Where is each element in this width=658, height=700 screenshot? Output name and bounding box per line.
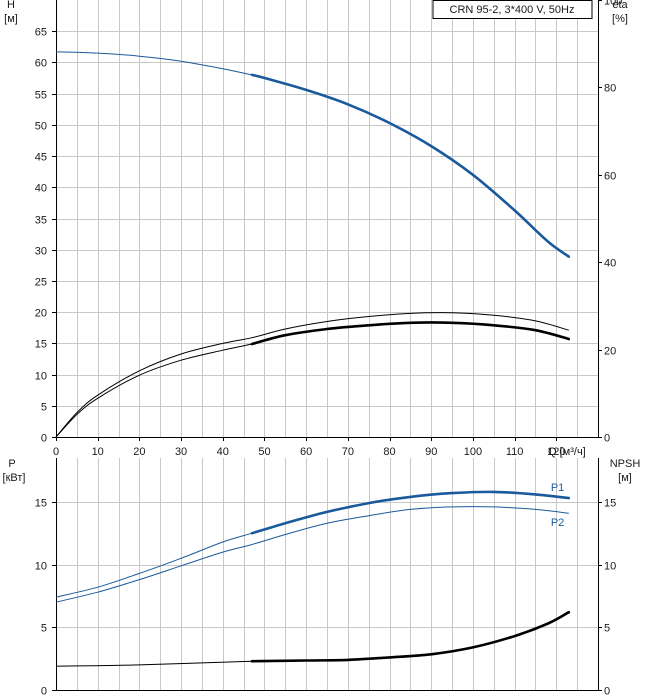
- x-tick-label: 60: [300, 446, 312, 458]
- x-tick-label: 120: [547, 446, 565, 458]
- right-axis-unit-npsh: [м]: [618, 472, 632, 484]
- left-tick-label: 25: [35, 277, 47, 289]
- left-tick-label: 55: [35, 90, 47, 102]
- power-npsh-panel: P1 P2 0 5 10 15 0 5 10 15 P [кВт] NPSH [м]: [3, 458, 641, 698]
- curve-h-line: [55, 51, 570, 258]
- bottom-grid: [56, 458, 599, 691]
- left-axis-unit-p: [кВт]: [3, 472, 26, 484]
- left-tick-label: 15: [35, 339, 47, 351]
- right-tick-label: 0: [604, 433, 610, 445]
- left-tick-label: 60: [35, 58, 47, 70]
- x-tick-label: 70: [342, 446, 354, 458]
- bottom-curves: P1 P2: [55, 482, 571, 667]
- curve-label-p2: P2: [551, 517, 564, 529]
- left-tick-label: 10: [35, 371, 47, 383]
- x-tick-label: 50: [258, 446, 270, 458]
- right-tick-label: 10: [604, 561, 616, 573]
- x-tick-label: 10: [92, 446, 104, 458]
- left-tick-label: 5: [41, 623, 47, 635]
- right-tick-label: 15: [604, 498, 616, 510]
- x-tick-label: 110: [506, 446, 524, 458]
- left-tick-label: 65: [35, 27, 47, 39]
- left-tick-label: 10: [35, 561, 47, 573]
- curve-npsh-operating-range: [250, 610, 571, 663]
- left-axis-label-p: P: [8, 458, 15, 470]
- right-tick-label: 0: [604, 686, 610, 698]
- x-tick-label: 90: [425, 446, 437, 458]
- x-tick-label: 80: [383, 446, 395, 458]
- right-axis-label-npsh: NPSH: [610, 458, 641, 470]
- curve-p1-operating-range: [250, 490, 571, 535]
- title-box: [432, 0, 593, 19]
- bottom-tick-labels: 0 5 10 15 0 5 10 15: [35, 498, 617, 698]
- right-tick-label: 20: [604, 346, 616, 358]
- x-tick-label: 20: [133, 446, 145, 458]
- x-tick-label: 100: [464, 446, 482, 458]
- curve-label-p1: P1: [551, 482, 564, 494]
- left-tick-label: 50: [35, 121, 47, 133]
- left-tick-label: 5: [41, 402, 47, 414]
- x-tick-label: 0: [53, 446, 59, 458]
- curve-eta-hydraulic-line: [55, 312, 569, 438]
- left-tick-label: 20: [35, 308, 47, 320]
- right-tick-label: 80: [604, 83, 616, 95]
- curve-p2-line: [55, 506, 569, 603]
- left-tick-label: 0: [41, 433, 47, 445]
- top-curves: [55, 51, 571, 438]
- right-axis-label-eta: eta: [612, 0, 628, 11]
- chart-title: CRN 95-2, 3*400 V, 50Hz: [450, 4, 575, 16]
- x-tick-label: 40: [217, 446, 229, 458]
- left-axis-unit-h: [м]: [4, 13, 18, 25]
- left-tick-label: 40: [35, 183, 47, 195]
- curve-npsh-line: [55, 611, 570, 667]
- x-axis-label: Q [м³/ч]: [548, 446, 586, 458]
- left-tick-label: 35: [35, 215, 47, 227]
- curve-eta-total-line: [55, 321, 569, 438]
- left-axis-label-h: H: [7, 0, 15, 11]
- left-tick-label: 0: [41, 686, 47, 698]
- x-tick-label: 30: [175, 446, 187, 458]
- top-tick-labels: 0 5 10 15 20 25 30 35 40 45 50 55 60 65 0 20 40 60 80 100 0 1…: [35, 0, 622, 458]
- head-efficiency-panel: 0 5 10 15 20 25 30 35 40 45 50 55 60 65 0 20 40 60 80 100 0 1…: [4, 0, 629, 458]
- curve-h-operating-range: [250, 73, 571, 258]
- curve-eta-total-operating-range: [250, 321, 571, 346]
- left-tick-label: 15: [35, 498, 47, 510]
- right-tick-label: 40: [604, 258, 616, 270]
- right-tick-label: 5: [604, 623, 610, 635]
- right-tick-label: 60: [604, 171, 616, 183]
- left-tick-label: 45: [35, 152, 47, 164]
- left-tick-label: 30: [35, 246, 47, 258]
- top-grid: [56, 0, 599, 438]
- right-axis-unit-eta: [%]: [612, 13, 628, 25]
- right-tick-label: 100: [604, 0, 622, 8]
